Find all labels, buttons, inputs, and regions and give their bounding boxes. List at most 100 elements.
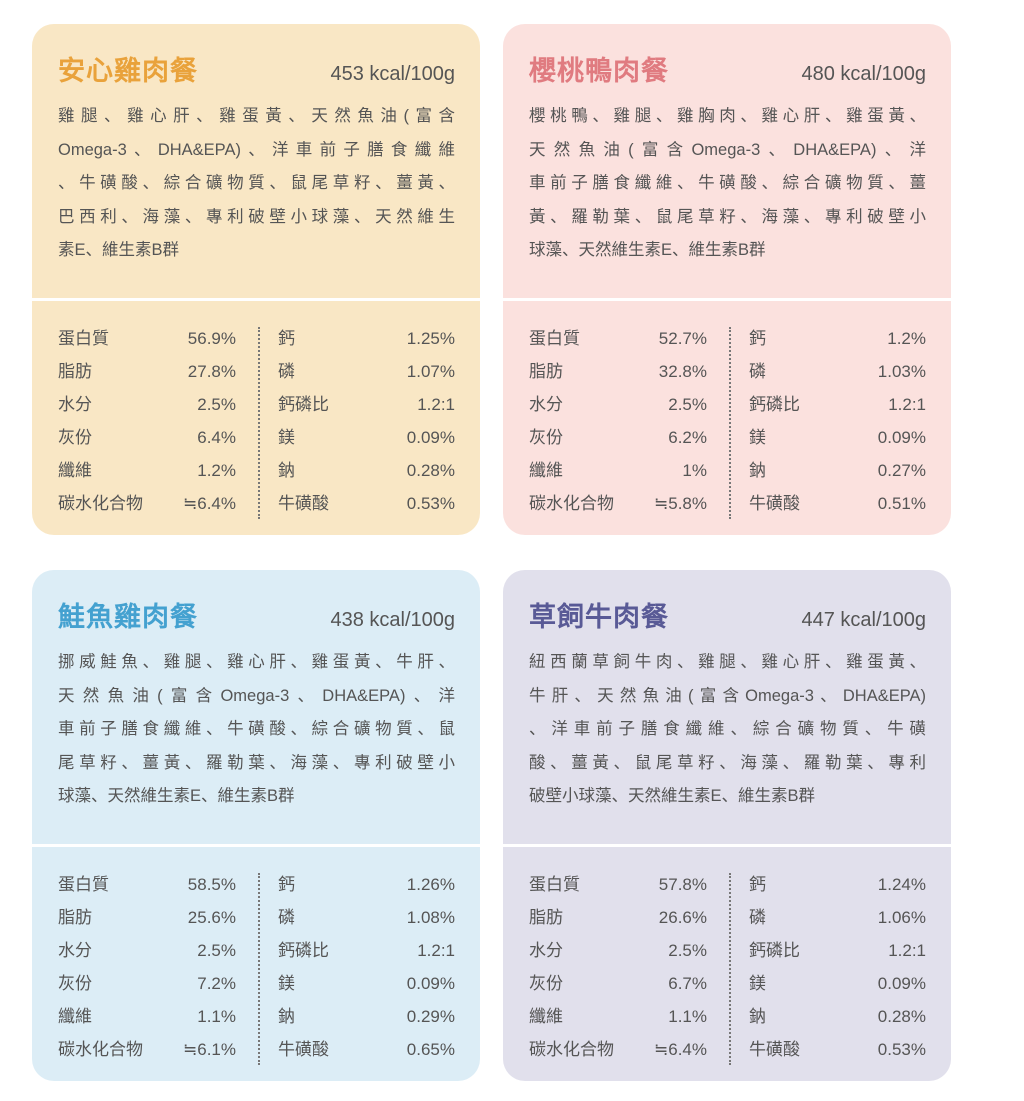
food-card: 安心雞肉餐 453 kcal/100g 雞腿、雞心肝、雞蛋黃、天然魚油(富含 Omeg…	[32, 24, 480, 535]
ingredient-line: 天然魚油(富含Omega-3、DHA&EPA)、洋	[529, 140, 926, 159]
nutrient-name: 脂肪	[58, 908, 92, 927]
nutrient-value: 25.6%	[187, 908, 236, 927]
nutrient-name: 碳水化合物	[529, 494, 614, 513]
nutrient-value: 0.51%	[877, 494, 926, 513]
energy: 480 kcal/100g	[801, 63, 926, 85]
nutrient-value: 0.09%	[406, 428, 455, 447]
nutrient-name: 蛋白質	[58, 875, 109, 894]
nutrient-table: 蛋白質 58.5% 鈣 1.26% 脂肪 25.6% 磷 1.08% 水分 2.5% 鈣磷比 1.2:…	[32, 847, 480, 1081]
nutrient-name: 鈉	[749, 461, 766, 480]
nutrient-name: 磷	[278, 362, 295, 381]
nutrient-name: 灰份	[58, 974, 92, 993]
ingredient-line: 雞腿、雞心肝、雞蛋黃、天然魚油(富含	[58, 107, 455, 125]
nutrient-name: 鈉	[278, 461, 295, 480]
card-header: 鮭魚雞肉餐 438 kcal/100g 挪威鮭魚、雞腿、雞心肝、雞蛋黃、牛肝、 天然魚…	[32, 570, 480, 844]
nutrient-value: 26.6%	[658, 908, 707, 927]
card-header: 草飼牛肉餐 447 kcal/100g 紐西蘭草飼牛肉、雞腿、雞心肝、雞蛋黃、 牛肝、…	[503, 570, 951, 844]
divider	[729, 327, 731, 519]
ingredient-line: 、牛磺酸、綜合礦物質、鼠尾草籽、薑黃、	[58, 174, 455, 192]
nutrient-value: 0.28%	[406, 461, 455, 480]
nutrient-value: 0.53%	[877, 1040, 926, 1059]
divider	[258, 873, 260, 1065]
nutrient-name: 水分	[529, 395, 563, 414]
nutrient-value: 1.03%	[877, 362, 926, 381]
card-title: 安心雞肉餐	[58, 56, 198, 86]
nutrient-value: 0.09%	[877, 974, 926, 993]
nutrient-name: 碳水化合物	[529, 1040, 614, 1059]
nutrient-name: 蛋白質	[58, 329, 109, 348]
ingredient-line: 球藻、天然維生素E、維生素B群	[58, 787, 295, 805]
nutrient-name: 鎂	[278, 428, 295, 447]
energy: 447 kcal/100g	[801, 609, 926, 631]
nutrient-value: ≒5.8%	[653, 494, 707, 513]
nutrient-value: 2.5%	[197, 395, 236, 414]
nutrient-name: 蛋白質	[529, 329, 580, 348]
nutrient-name: 鈣	[278, 329, 295, 348]
nutrient-name: 水分	[529, 941, 563, 960]
nutrient-value: 0.28%	[877, 1007, 926, 1026]
card-header: 櫻桃鴨肉餐 480 kcal/100g 櫻桃鴨、雞腿、雞胸肉、雞心肝、雞蛋黃、 天然魚…	[503, 24, 951, 298]
nutrient-value: 1.26%	[406, 875, 455, 894]
ingredient-line: Omega-3、DHA&EPA)、洋車前子膳食纖維	[58, 140, 455, 159]
nutrient-name: 鈣	[749, 875, 766, 894]
ingredient-line: 素E、維生素B群	[58, 241, 180, 259]
ingredient-line: 紐西蘭草飼牛肉、雞腿、雞心肝、雞蛋黃、	[529, 653, 926, 671]
nutrient-name: 鈉	[749, 1007, 766, 1026]
nutrient-name: 牛磺酸	[749, 1040, 800, 1059]
energy: 438 kcal/100g	[330, 609, 455, 631]
nutrient-value: 6.2%	[668, 428, 707, 447]
nutrient-name: 碳水化合物	[58, 494, 143, 513]
ingredient-line: 酸、薑黃、鼠尾草籽、海藻、羅勒葉、專利	[529, 753, 926, 772]
nutrient-table: 蛋白質 56.9% 鈣 1.25% 脂肪 27.8% 磷 1.07% 水分 2.5% 鈣磷比 1.2:…	[32, 301, 480, 535]
nutrient-value: 1.2%	[887, 329, 926, 348]
nutrient-name: 灰份	[529, 428, 563, 447]
nutrient-value: 57.8%	[658, 875, 707, 894]
nutrient-name: 鎂	[749, 428, 766, 447]
ingredient-line: 櫻桃鴨、雞腿、雞胸肉、雞心肝、雞蛋黃、	[529, 107, 926, 125]
nutrient-name: 鎂	[749, 974, 766, 993]
nutrient-value: 0.65%	[406, 1040, 455, 1059]
ingredient-line: 尾草籽、薑黃、羅勒葉、海藻、專利破壁小	[58, 753, 455, 772]
nutrient-name: 灰份	[529, 974, 563, 993]
nutrient-name: 蛋白質	[529, 875, 580, 894]
nutrient-name: 纖維	[529, 461, 563, 480]
nutrient-name: 鈣磷比	[749, 941, 800, 960]
nutrient-table: 蛋白質 52.7% 鈣 1.2% 脂肪 32.8% 磷 1.03% 水分 2.5% 鈣磷比 1.2:1…	[503, 301, 951, 535]
nutrient-value: 7.2%	[197, 974, 236, 993]
nutrient-value: 1.1%	[668, 1007, 707, 1026]
nutrient-name: 碳水化合物	[58, 1040, 143, 1059]
nutrient-name: 纖維	[529, 1007, 563, 1026]
nutrient-name: 磷	[278, 908, 295, 927]
nutrient-value: 6.4%	[197, 428, 236, 447]
nutrient-name: 脂肪	[529, 908, 563, 927]
nutrient-value: 0.09%	[877, 428, 926, 447]
nutrient-table: 蛋白質 57.8% 鈣 1.24% 脂肪 26.6% 磷 1.06% 水分 2.5% 鈣磷比 1.2:…	[503, 847, 951, 1081]
nutrient-value: 2.5%	[668, 941, 707, 960]
card-title: 草飼牛肉餐	[529, 602, 669, 632]
nutrient-name: 脂肪	[58, 362, 92, 381]
nutrient-value: 58.5%	[187, 875, 236, 894]
energy: 453 kcal/100g	[330, 63, 455, 85]
ingredient-line: 球藻、天然維生素E、維生素B群	[529, 241, 766, 259]
nutrient-name: 磷	[749, 362, 766, 381]
nutrient-value: 56.9%	[187, 329, 236, 348]
nutrient-value: 1.2:1	[417, 395, 455, 414]
nutrient-name: 纖維	[58, 461, 92, 480]
ingredient-line: 挪威鮭魚、雞腿、雞心肝、雞蛋黃、牛肝、	[58, 653, 455, 671]
nutrient-value: 0.09%	[406, 974, 455, 993]
nutrient-value: 2.5%	[668, 395, 707, 414]
nutrient-name: 牛磺酸	[278, 494, 329, 513]
ingredient-line: 車前子膳食纖維、牛磺酸、綜合礦物質、薑	[529, 174, 926, 192]
nutrient-name: 鎂	[278, 974, 295, 993]
card-title: 鮭魚雞肉餐	[58, 602, 198, 632]
nutrient-value: 52.7%	[658, 329, 707, 348]
nutrient-value: 1.06%	[877, 908, 926, 927]
nutrient-value: 27.8%	[187, 362, 236, 381]
food-card: 草飼牛肉餐 447 kcal/100g 紐西蘭草飼牛肉、雞腿、雞心肝、雞蛋黃、 牛肝、…	[503, 570, 951, 1081]
nutrient-name: 鈣磷比	[749, 395, 800, 414]
ingredient-line: 車前子膳食纖維、牛磺酸、綜合礦物質、鼠	[58, 720, 455, 738]
nutrient-value: 1.2:1	[888, 941, 926, 960]
nutrient-value: 1.25%	[406, 329, 455, 348]
nutrient-value: 1%	[682, 461, 707, 480]
